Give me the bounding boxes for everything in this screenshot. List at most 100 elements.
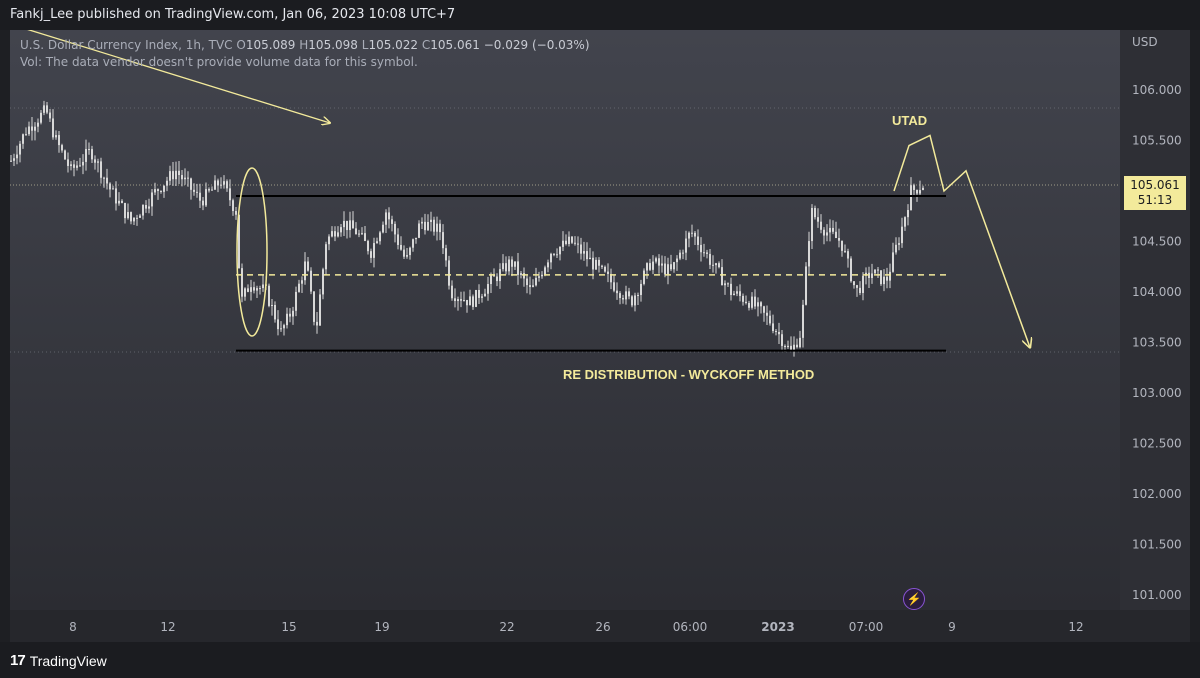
candle-body	[277, 319, 279, 330]
chart-area[interactable]: 106.000105.500105.000104.500104.000103.5…	[10, 30, 1190, 642]
candle-body	[637, 294, 639, 296]
candle-body	[658, 258, 660, 266]
candle-body	[343, 220, 345, 228]
candle-body	[835, 231, 837, 239]
candle-body	[442, 232, 444, 249]
candle-body	[877, 269, 879, 271]
candle-body	[823, 229, 825, 236]
candle-body	[436, 223, 438, 232]
candle-body	[769, 315, 771, 324]
price-chart[interactable]: 106.000105.500105.000104.500104.000103.5…	[10, 30, 1190, 642]
candle-body	[568, 236, 570, 245]
candle-body	[346, 220, 348, 231]
candle-body	[652, 261, 654, 270]
candle-body	[85, 149, 87, 162]
x-tick-label: 2023	[761, 620, 794, 634]
candle-body	[631, 296, 633, 306]
spring-ellipse[interactable]	[236, 167, 268, 337]
candle-body	[133, 217, 135, 222]
candle-body	[295, 291, 297, 311]
candle-body	[211, 189, 213, 191]
candle-body	[361, 233, 363, 235]
x-tick-label: 19	[374, 620, 389, 634]
candle-body	[913, 185, 915, 190]
candle-body	[649, 263, 651, 270]
candle-body	[811, 207, 813, 242]
close-value: 105.061	[430, 38, 480, 52]
candle-body	[802, 304, 804, 338]
candle-body	[100, 161, 102, 178]
candle-body	[433, 219, 435, 232]
price-axis[interactable]: 106.000105.500105.000104.500104.000103.5…	[1132, 83, 1182, 602]
candle-body	[907, 210, 909, 218]
lightning-icon[interactable]: ⚡	[903, 588, 925, 610]
candle-body	[238, 214, 240, 269]
candle-body	[832, 227, 834, 232]
candle-body	[349, 220, 351, 231]
candle-body	[94, 159, 96, 163]
candle-body	[508, 259, 510, 272]
candle-body	[466, 300, 468, 306]
candle-body	[262, 284, 264, 289]
candle-body	[424, 221, 426, 231]
candle-body	[415, 237, 417, 240]
candle-body	[217, 180, 219, 186]
candle-body	[526, 278, 528, 286]
candle-body	[403, 249, 405, 257]
candle-body	[79, 165, 81, 167]
candle-body	[808, 241, 810, 267]
candle-body	[712, 264, 714, 266]
projection-path[interactable]	[893, 134, 1030, 347]
time-axis[interactable]: 8 12 15 19 22 26 06:00 2023 07:00 9 12	[69, 620, 1083, 634]
candle-body	[760, 302, 762, 307]
symbol-legend[interactable]: U.S. Dollar Currency Index, 1h, TVC O105…	[20, 37, 590, 71]
candle-body	[478, 290, 480, 298]
candle-body	[745, 301, 747, 304]
candle-body	[697, 236, 699, 245]
candle-body	[370, 251, 372, 258]
candle-body	[229, 188, 231, 201]
candle-body	[148, 206, 150, 209]
candle-body	[358, 233, 360, 235]
candle-body	[322, 269, 324, 295]
candle-body	[880, 270, 882, 285]
candle-body	[679, 252, 681, 259]
candle-body	[145, 205, 147, 209]
candle-body	[532, 285, 534, 287]
candle-body	[70, 164, 72, 166]
candle-body	[592, 257, 594, 270]
candle-body	[448, 260, 450, 286]
candle-body	[439, 223, 441, 233]
candle-body	[298, 283, 300, 292]
candle-body	[376, 241, 378, 244]
candle-body	[862, 275, 864, 294]
y-tick-label: 102.500	[1132, 437, 1182, 451]
candle-body	[667, 264, 669, 275]
candle-body	[544, 267, 546, 275]
candle-body	[400, 244, 402, 250]
tradingview-logo[interactable]: 17 TradingView	[10, 652, 107, 669]
candle-body	[274, 304, 276, 320]
candle-body	[139, 215, 141, 218]
candle-body	[814, 207, 816, 218]
trend-arrow[interactable]	[10, 30, 330, 123]
candle-body	[757, 302, 759, 307]
wyckoff-label: RE DISTRIBUTION - WYCKOFF METHOD	[563, 367, 814, 382]
candle-body	[175, 170, 177, 180]
candle-body	[40, 112, 42, 123]
candle-body	[337, 232, 339, 237]
candle-body	[826, 232, 828, 236]
candle-body	[271, 304, 273, 306]
open-label: O	[236, 38, 246, 52]
candle-body	[721, 267, 723, 286]
candle-body	[640, 283, 642, 295]
candle-body	[451, 285, 453, 299]
candle-body	[628, 291, 630, 297]
candle-body	[97, 161, 99, 163]
tradingview-mark-icon: 17	[10, 652, 26, 669]
candle-body	[511, 259, 513, 267]
candle-body	[829, 227, 831, 233]
candle-body	[106, 177, 108, 184]
candle-body	[778, 331, 780, 335]
candle-body	[121, 200, 123, 203]
